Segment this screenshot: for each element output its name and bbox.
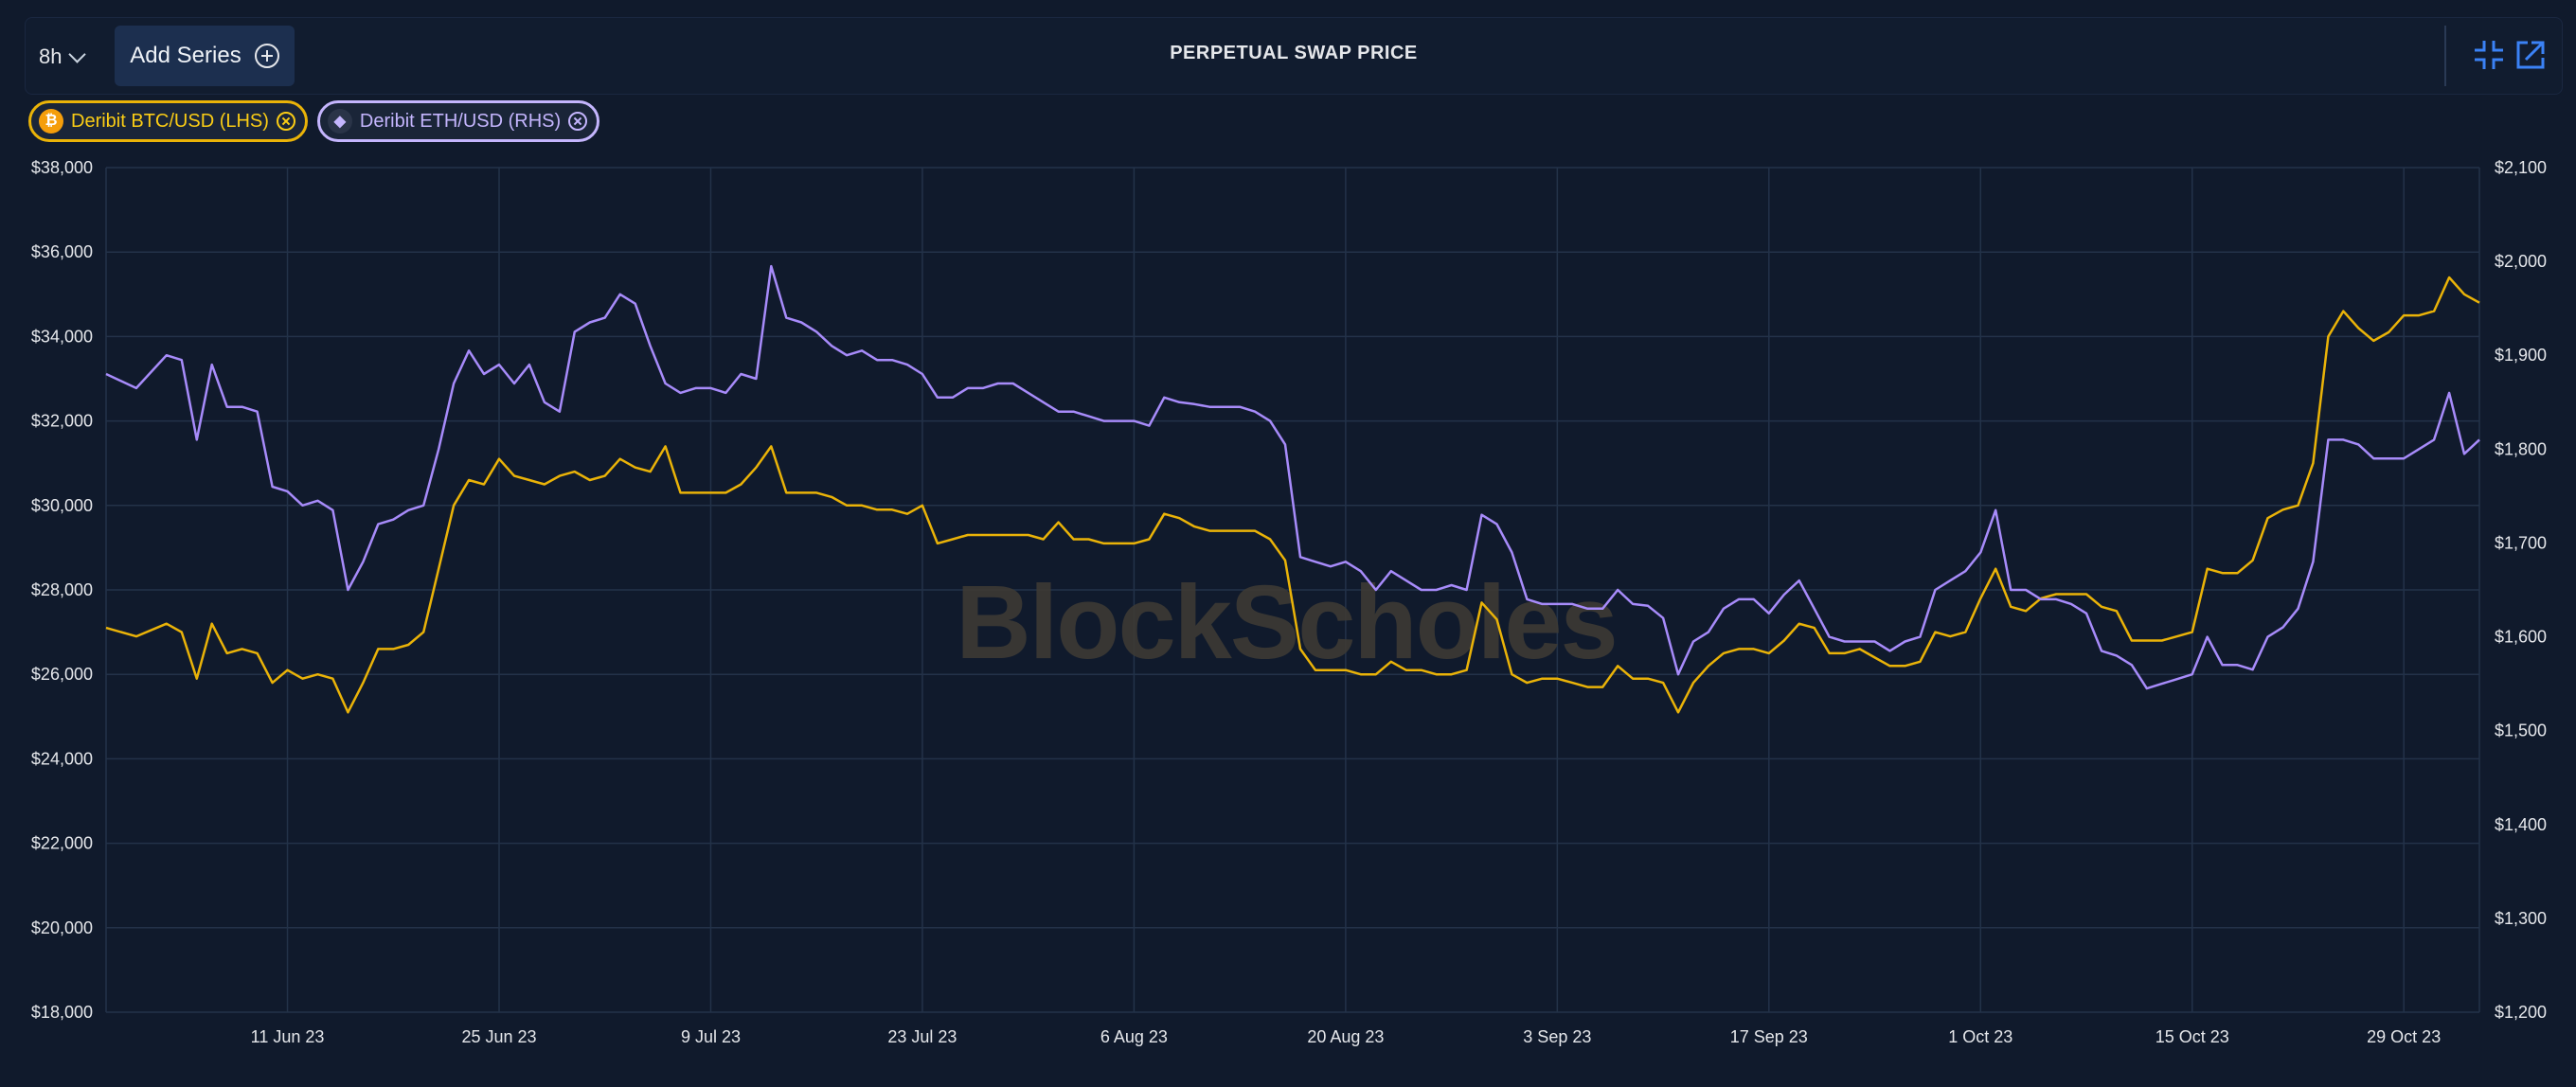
ethereum-icon: ◆ [327,109,352,134]
right-tick-label: $1,300 [2495,909,2547,928]
x-tick-label: 29 Oct 23 [2367,1027,2441,1046]
watermark-logo: BlockScholes [956,564,1616,681]
x-tick-label: 1 Oct 23 [1948,1027,2012,1046]
left-tick-label: $20,000 [31,918,93,937]
x-tick-label: 11 Jun 23 [251,1027,325,1046]
left-tick-label: $38,000 [31,158,93,177]
right-tick-label: $1,900 [2495,346,2547,365]
left-tick-label: $34,000 [31,327,93,346]
x-tick-label: 6 Aug 23 [1100,1027,1168,1046]
right-tick-label: $1,500 [2495,722,2547,740]
series-chip-btc[interactable]: ₿ Deribit BTC/USD (LHS) [28,100,308,142]
right-tick-label: $1,600 [2495,628,2547,647]
x-tick-label: 17 Sep 23 [1730,1027,1808,1046]
x-tick-label: 3 Sep 23 [1523,1027,1591,1046]
x-tick-label: 15 Oct 23 [2156,1027,2229,1046]
x-tick-label: 9 Jul 23 [681,1027,741,1046]
popout-button[interactable] [2507,31,2554,79]
remove-circle-icon[interactable] [276,112,295,131]
btc-usd-line [105,276,2480,714]
collapse-button[interactable] [2465,31,2513,79]
left-tick-label: $36,000 [31,242,93,261]
collapse-icon [2475,41,2503,69]
left-tick-label: $18,000 [31,1003,93,1022]
x-tick-label: 23 Jul 23 [887,1027,957,1046]
external-link-icon [2516,41,2545,69]
plus-circle-icon [254,44,279,68]
right-tick-label: $1,700 [2495,533,2547,552]
x-tick-label: 20 Aug 23 [1307,1027,1384,1046]
series-chip-eth[interactable]: ◆ Deribit ETH/USD (RHS) [316,100,600,142]
left-tick-label: $22,000 [31,834,93,853]
toolbar-divider [2444,26,2446,86]
right-tick-label: $1,800 [2495,439,2547,458]
chart-toolbar: 8h Add Series PERPETUAL SWAP PRICE [25,17,2563,95]
left-tick-label: $26,000 [31,665,93,684]
chart-title: PERPETUAL SWAP PRICE [1170,43,1418,63]
x-axis: 11 Jun 23 25 Jun 23 9 Jul 23 23 Jul 23 6 Aug… [251,1027,2442,1046]
right-tick-label: $2,000 [2495,252,2547,271]
add-series-label: Add Series [130,43,242,68]
right-tick-label: $1,200 [2495,1003,2547,1022]
bitcoin-icon: ₿ [39,109,63,134]
add-series-button[interactable]: Add Series [115,26,295,86]
remove-circle-icon[interactable] [568,112,588,131]
right-axis: $2,100 $2,000 $1,900 $1,800 $1,700 $1,600 $1,5… [2495,158,2547,1022]
series-chip-label: Deribit ETH/USD (RHS) [359,110,562,132]
right-tick-label: $2,100 [2495,158,2547,177]
left-tick-label: $30,000 [31,496,93,515]
left-tick-label: $24,000 [31,749,93,768]
x-tick-label: 25 Jun 23 [461,1027,536,1046]
left-tick-label: $28,000 [31,580,93,599]
left-tick-label: $32,000 [31,412,93,431]
series-lines [105,264,2480,714]
eth-usd-line [105,264,2480,690]
left-axis: $38,000 $36,000 $34,000 $32,000 $30,000 $28,0… [31,158,93,1022]
series-chips: ₿ Deribit BTC/USD (LHS) ◆ Deribit ETH/US… [28,100,600,146]
right-tick-label: $1,400 [2495,815,2547,834]
interval-dropdown[interactable]: 8h [39,31,115,82]
interval-value: 8h [39,45,63,68]
series-chip-label: Deribit BTC/USD (LHS) [71,110,269,132]
